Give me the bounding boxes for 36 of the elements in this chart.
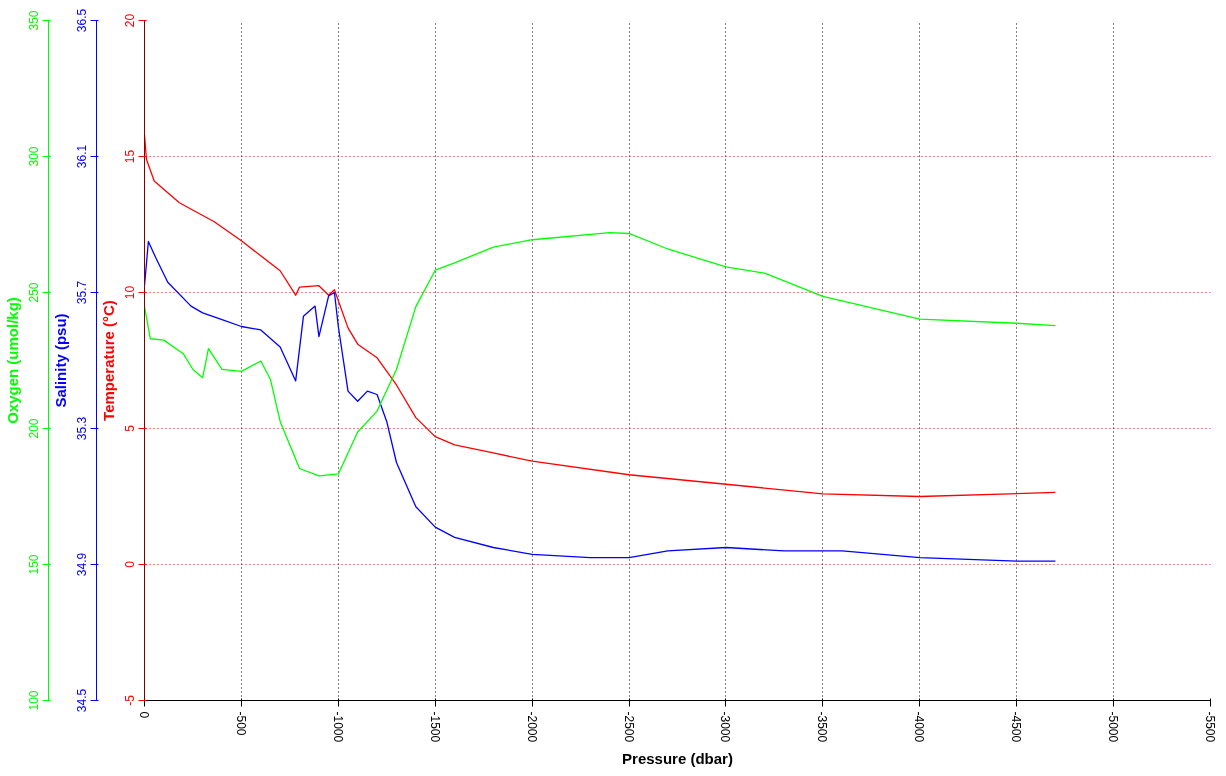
- line-series: [144, 232, 1057, 477]
- y2-tick-label: 36.1: [74, 144, 89, 169]
- x-tick-label: 0: [137, 711, 151, 719]
- y-tick-label: 20: [122, 13, 137, 28]
- x-tick-label: -2500: [621, 711, 636, 743]
- y2-tick-label: 35.7: [74, 280, 89, 305]
- y3-tick-label: 250: [26, 282, 41, 303]
- y3-tick-label: 300: [26, 146, 41, 167]
- y2-tick-label: 35.3: [74, 416, 89, 441]
- x-tick-label: -4500: [1009, 711, 1024, 743]
- y2-tick-label: 36.5: [74, 8, 89, 33]
- x-tick-label: -1000: [330, 711, 345, 743]
- y-axis-title: Temperature (°C): [99, 300, 117, 421]
- y3-tick-label: 200: [26, 418, 41, 439]
- y3-axis-title: Oxygen (umol/kg): [3, 297, 21, 424]
- y3-tick-label: 100: [26, 690, 41, 711]
- y-tick-label: 15: [122, 149, 137, 164]
- y-tick-label: 0: [122, 560, 137, 568]
- x-tick-label: -5000: [1106, 711, 1121, 743]
- y3-tick-label: 150: [26, 554, 41, 575]
- x-tick-label: -3000: [718, 711, 733, 743]
- x-tick-label: -2000: [524, 711, 539, 743]
- x-axis-title: Pressure (dbar): [622, 750, 733, 768]
- line-series: [144, 240, 1057, 562]
- x-tick-label: -5500: [1203, 711, 1217, 743]
- y2-tick-label: 34.9: [74, 552, 89, 577]
- x-tick-label: -4000: [912, 711, 927, 743]
- y-tick-label: 10: [122, 285, 137, 300]
- y2-tick-label: 34.5: [74, 688, 89, 713]
- x-tick-label: -3500: [815, 711, 830, 743]
- y2-axis-title: Salinity (psu): [51, 313, 69, 408]
- y3-tick-label: 350: [26, 10, 41, 31]
- x-tick-label: -1500: [427, 711, 442, 743]
- x-tick-label: -500: [233, 711, 248, 736]
- y-tick-label: -5: [122, 694, 137, 706]
- y-tick-label: 5: [122, 424, 137, 432]
